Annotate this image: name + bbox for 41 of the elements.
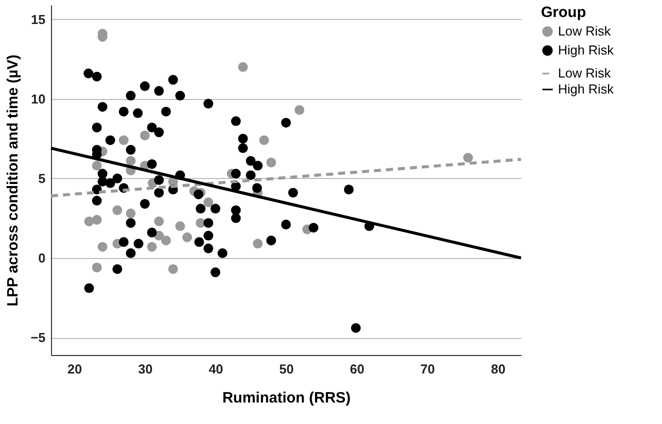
point <box>252 238 263 248</box>
point <box>92 262 102 272</box>
legend-label: Low Risk <box>558 66 612 80</box>
point <box>140 130 150 140</box>
point <box>168 264 178 274</box>
point <box>126 208 136 218</box>
x-tick-label: 70 <box>420 362 435 376</box>
point <box>182 232 192 242</box>
point <box>238 62 248 72</box>
point <box>294 105 304 115</box>
legend-title: Group <box>541 4 586 21</box>
point <box>126 156 136 166</box>
point <box>92 214 102 225</box>
y-tick-label: 15 <box>31 12 46 27</box>
point <box>463 152 473 163</box>
point <box>161 236 171 246</box>
x-tick-label: 60 <box>350 362 364 376</box>
legend-label: High Risk <box>558 42 614 58</box>
legend-label: High Risk <box>558 82 614 96</box>
x-tick-label: 30 <box>138 362 153 376</box>
x-tick-label: 50 <box>279 362 294 376</box>
point <box>118 135 129 146</box>
point <box>92 160 102 171</box>
point <box>175 221 186 231</box>
legend-label: Low Risk <box>558 24 612 38</box>
x-tick-label: 40 <box>208 362 224 376</box>
point <box>112 205 122 216</box>
point <box>204 197 214 208</box>
point <box>259 135 269 146</box>
y-tick-label: 5 <box>38 170 46 186</box>
x-tick-label: 20 <box>68 362 82 376</box>
y-tick-label: −5 <box>30 330 46 345</box>
x-tick-label: 80 <box>490 362 506 376</box>
y-axis-title: LPP across condition and time (µV) <box>4 54 22 306</box>
y-tick-label: 0 <box>38 250 46 266</box>
y-tick-label: 10 <box>31 91 46 106</box>
point <box>154 216 164 226</box>
point <box>266 158 276 168</box>
point <box>147 242 157 252</box>
x-axis-title: Rumination (RRS) <box>222 390 351 406</box>
point <box>98 242 108 252</box>
